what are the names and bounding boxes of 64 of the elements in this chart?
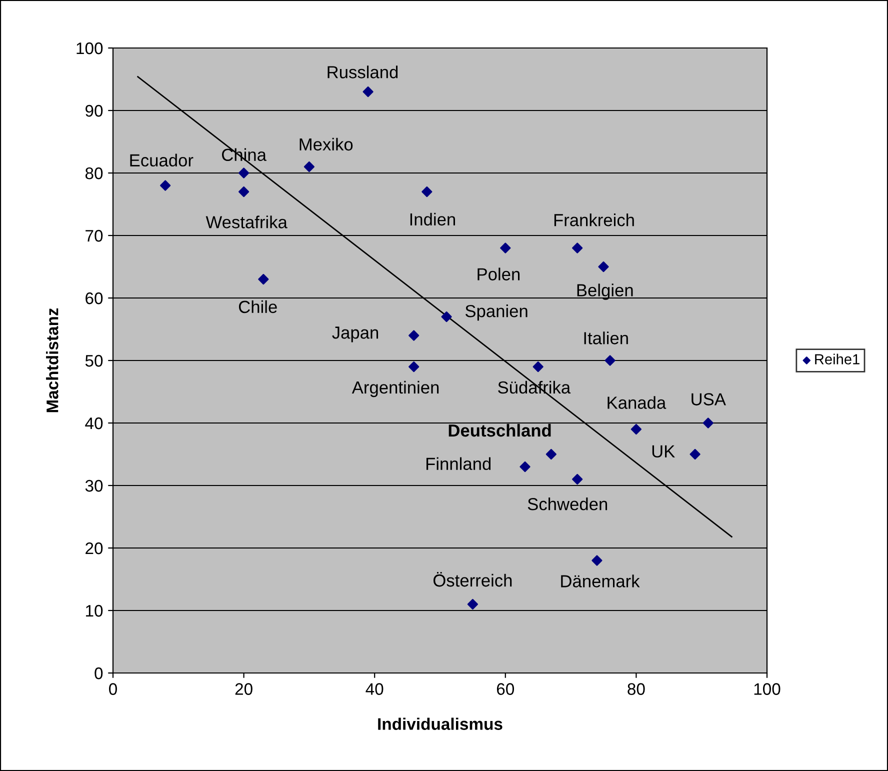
point (592, 555, 602, 566)
point (408, 361, 420, 372)
point (258, 274, 269, 285)
point (160, 180, 171, 191)
point (690, 448, 700, 460)
annotation: Deutschland (448, 424, 551, 437)
annotation: Belgien (577, 284, 633, 300)
annotation: UK (652, 445, 675, 458)
annotation: Spanien (465, 304, 528, 321)
annotation: Kanada (608, 396, 666, 409)
point (422, 186, 432, 198)
y-tick-label: 80 (85, 167, 103, 180)
annotation: Schweden (528, 498, 608, 510)
y-tick-label: 60 (86, 292, 103, 304)
x-tick-label: 40 (366, 683, 384, 695)
y-tick-label: 10 (86, 604, 103, 617)
y-axis-title: Machtdistanz (46, 308, 58, 412)
y-tick-label: 50 (85, 354, 103, 367)
annotation: Indien (410, 212, 455, 226)
annotation: Polen (478, 268, 520, 280)
point (630, 424, 642, 435)
point (467, 598, 478, 610)
x-tick-label: 100 (754, 683, 780, 695)
x-tick-label: 80 (628, 683, 645, 695)
y-tick-label: 30 (85, 480, 103, 492)
point (520, 461, 530, 472)
annotation: Frankreich (554, 214, 634, 226)
point (604, 355, 616, 366)
point (238, 168, 250, 178)
point (441, 311, 452, 322)
annotation: Italien (584, 332, 628, 344)
y-tick-label: 0 (94, 667, 103, 680)
point (702, 418, 714, 428)
annotation: Westafrika (206, 216, 288, 228)
y-tick-label: 90 (86, 104, 103, 117)
point (572, 242, 583, 254)
x-axis-title: Individualismus (378, 718, 502, 730)
x-tick-label: 0 (109, 683, 117, 695)
point (362, 86, 374, 98)
annotation: Chile (238, 300, 277, 314)
annotation: Russland (328, 66, 398, 78)
annotation: Dänemark (561, 574, 640, 588)
x-tick-label: 60 (496, 683, 514, 695)
x-tick-label: 20 (235, 683, 252, 695)
annotation: Finnland (426, 457, 491, 470)
point (408, 330, 420, 341)
legend-label: Reihe1 (815, 354, 860, 364)
annotation: Argentinien (352, 380, 439, 398)
point (532, 361, 544, 372)
point (572, 474, 583, 485)
y-tick-label: 20 (86, 542, 103, 554)
point (304, 161, 314, 172)
point (546, 448, 556, 460)
annotation: Österreich (433, 572, 512, 587)
annotation: Ecuador (130, 154, 194, 167)
y-tick-label: 100 (76, 42, 103, 54)
annotation: USA (692, 393, 726, 406)
point (238, 186, 250, 198)
annotation: Mexiko (300, 138, 353, 151)
point (500, 242, 511, 254)
annotation: Japan (332, 326, 378, 342)
point (598, 261, 609, 272)
y-tick-label: 70 (86, 230, 103, 242)
y-tick-label: 40 (85, 417, 103, 430)
